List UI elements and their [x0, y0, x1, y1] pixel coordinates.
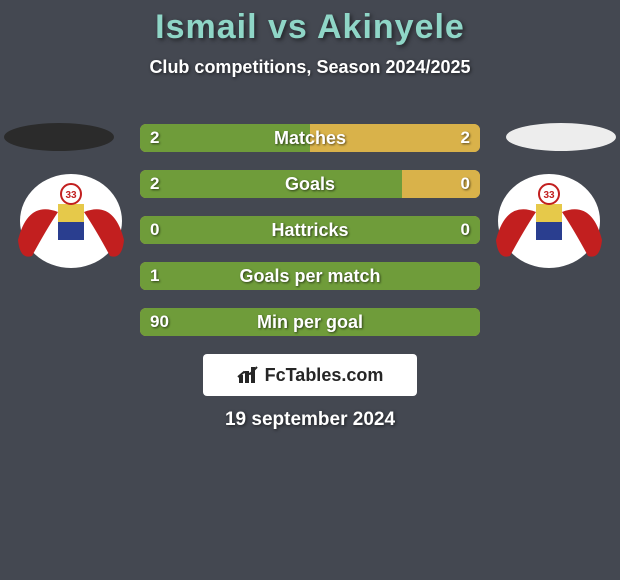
- bar-chart-icon: [237, 365, 259, 385]
- stat-label: Goals: [140, 170, 480, 198]
- stat-row-hattricks: 00Hattricks: [140, 216, 480, 244]
- club-crest-right: 33: [498, 174, 600, 268]
- brand-text: FcTables.com: [265, 365, 384, 386]
- crest-graphic-icon: 33: [486, 170, 612, 274]
- club-crest-left: 33: [20, 174, 122, 268]
- stat-label: Goals per match: [140, 262, 480, 290]
- comparison-bars: 22Matches 20Goals 00Hattricks 1Goals per ma…: [140, 124, 480, 354]
- stat-row-min-per-goal: 90Min per goal: [140, 308, 480, 336]
- stat-label: Matches: [140, 124, 480, 152]
- subtitle: Club competitions, Season 2024/2025: [0, 57, 620, 78]
- svg-text:33: 33: [543, 190, 555, 201]
- svg-text:33: 33: [65, 190, 77, 201]
- date-line: 19 september 2024: [0, 409, 620, 431]
- stat-row-goals-per-match: 1Goals per match: [140, 262, 480, 290]
- stat-row-matches: 22Matches: [140, 124, 480, 152]
- stat-label: Min per goal: [140, 308, 480, 336]
- page-title: Ismail vs Akinyele: [0, 0, 620, 47]
- crest-graphic-icon: 33: [8, 170, 134, 274]
- player-left-oval: [4, 123, 114, 151]
- player-right-oval: [506, 123, 616, 151]
- stat-label: Hattricks: [140, 216, 480, 244]
- brand-box: FcTables.com: [203, 354, 417, 396]
- stat-row-goals: 20Goals: [140, 170, 480, 198]
